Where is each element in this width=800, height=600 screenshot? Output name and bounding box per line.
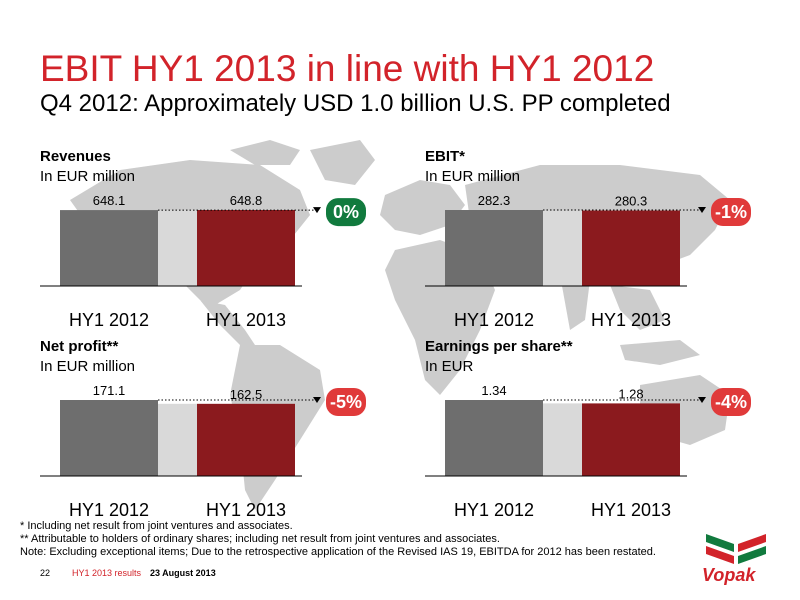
category-label: HY1 2012 [454,500,534,520]
footnote-1: * Including net result from joint ventur… [20,520,293,532]
slide-subtitle: Q4 2012: Approximately USD 1.0 billion U… [40,90,671,117]
category-label: HY1 2013 [206,500,286,520]
footnote-3: Note: Excluding exceptional items; Due t… [20,546,656,558]
change-badge [711,388,751,416]
bar-value-label: 1.34 [481,383,506,398]
down-arrow-icon [313,397,321,403]
chart-panel-revenues: Revenues In EUR million 648.1 HY1 2012 648… [40,148,400,330]
chart-unit: In EUR million [425,168,521,185]
chart-unit: In EUR million [40,358,136,375]
bar-hy1-2013 [197,403,295,476]
chart-unit: In EUR million [40,168,136,185]
chart-panel-net-profit: Net profit** In EUR million 171.1 HY1 201… [40,338,400,520]
bar-hy1-2012 [60,400,158,476]
vopak-logo-text: Vopak [702,565,756,585]
category-label: HY1 2013 [206,310,286,330]
footer-date: 23 August 2013 [150,568,216,578]
footnote-2: ** Attributable to holders of ordinary s… [20,533,500,545]
chart-svg: 282.3 HY1 2012 280.3 HY1 2013 -1% [425,193,751,330]
chart-panel-ebit: EBIT* In EUR million 282.3 HY1 2012 280.3 H… [425,148,785,330]
chart-svg: 648.1 HY1 2012 648.8 HY1 2013 0% [40,193,366,330]
change-badge-label: 0% [333,202,359,222]
change-badge-label: -1% [715,202,747,222]
bar-value-label: 171.1 [93,383,126,398]
change-badge-label: -4% [715,392,747,412]
bar-value-label: 282.3 [478,193,511,208]
chart-title: Revenues [40,148,111,165]
chart-title: Earnings per share** [425,338,573,355]
change-badge [711,198,751,226]
chart-svg: 1.34 HY1 2012 1.28 HY1 2013 -4% [425,383,751,520]
slide-title: EBIT HY1 2013 in line with HY1 2012 [40,48,655,89]
footer-document-title: HY1 2013 results [72,568,142,578]
category-label: HY1 2012 [69,500,149,520]
bar-hy1-2013 [582,403,680,476]
chart-title: Net profit** [40,338,119,355]
down-arrow-icon [698,207,706,213]
bar-value-label: 162.5 [230,387,263,402]
bar-gap-band [543,403,582,476]
category-label: HY1 2013 [591,310,671,330]
bar-hy1-2012 [445,400,543,476]
bar-value-label: 648.1 [93,193,126,208]
category-label: HY1 2012 [454,310,534,330]
bar-hy1-2013 [582,210,680,286]
change-badge [326,388,366,416]
bar-value-label: 1.28 [618,386,643,401]
category-label: HY1 2012 [69,310,149,330]
chart-unit: In EUR [425,358,474,375]
chart-svg: 171.1 HY1 2012 162.5 HY1 2013 -5% [40,383,366,520]
bar-gap-band [158,210,197,286]
bar-gap-band [543,210,582,286]
bar-hy1-2012 [445,210,543,286]
chart-title: EBIT* [425,148,466,165]
bar-hy1-2013 [197,210,295,286]
vopak-logo-icon [706,534,766,564]
page-number: 22 [40,568,51,578]
category-label: HY1 2013 [591,500,671,520]
change-badge-label: -5% [330,392,362,412]
bar-value-label: 648.8 [230,193,263,208]
bar-value-label: 280.3 [615,194,648,209]
chart-panel-eps: Earnings per share** In EUR 1.34 HY1 2012… [425,338,785,520]
change-badge [326,198,366,227]
bar-gap-band [158,403,197,476]
bar-hy1-2012 [60,210,158,286]
down-arrow-icon [698,397,706,403]
down-arrow-icon [313,207,321,214]
